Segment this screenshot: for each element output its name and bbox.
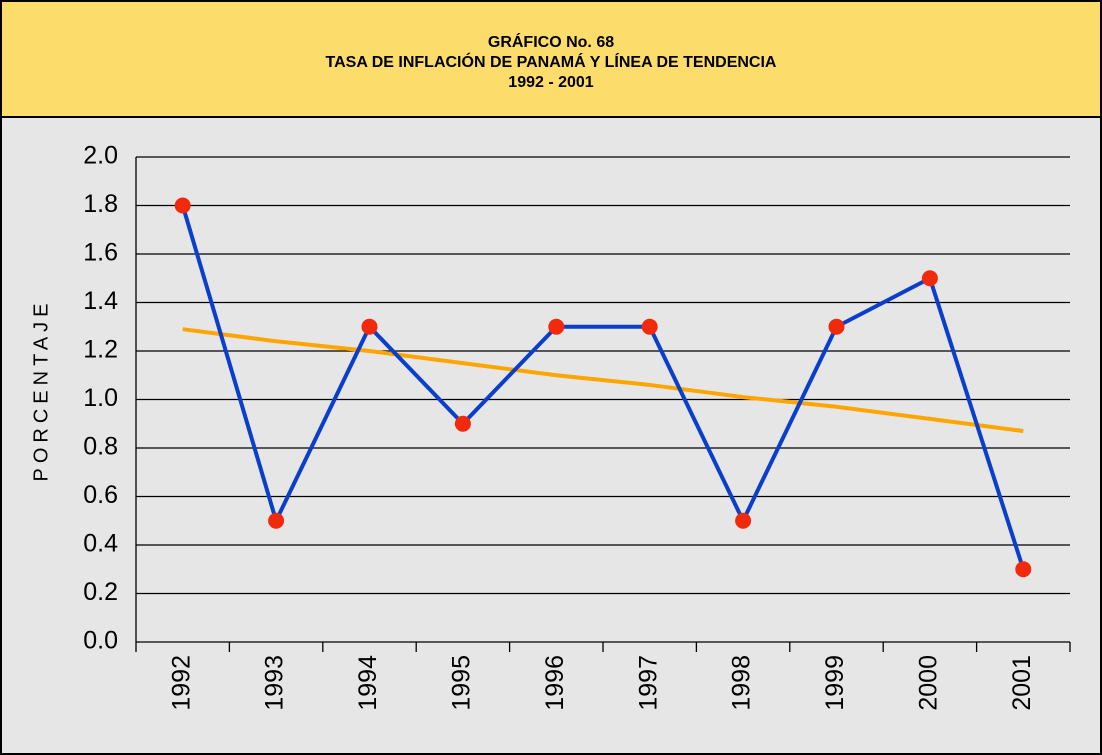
- x-tick-label: 1996: [541, 655, 569, 711]
- marker: [921, 270, 938, 287]
- trend-line: [182, 327, 1024, 434]
- y-tick-label: 0.4: [83, 530, 118, 558]
- marker: [828, 318, 845, 335]
- x-tick-label: 1992: [167, 655, 195, 711]
- y-axis-title: PORCENTAJE: [30, 299, 52, 482]
- marker: [548, 318, 565, 335]
- header: [0, 0, 1102, 118]
- chart-title: TASA DE INFLACIÓN DE PANAMÁ Y LÍNEA DE T…: [326, 52, 777, 71]
- y-tick-label: 1.8: [83, 190, 118, 218]
- y-tick-label: 1.6: [83, 239, 118, 267]
- x-tick-label: 1993: [261, 655, 289, 711]
- x-tick-label: 2001: [1008, 655, 1036, 711]
- y-tick-label: 2.0: [83, 142, 118, 170]
- y-tick-label: 0.2: [83, 578, 118, 606]
- chart-title: GRÁFICO No. 68: [488, 32, 614, 51]
- chart-title: 1992 - 2001: [508, 74, 594, 91]
- x-tick-label: 1994: [354, 655, 382, 711]
- x-tick-label: 1999: [821, 655, 849, 711]
- y-tick-label: 1.0: [83, 384, 118, 412]
- x-tick-label: 1997: [634, 655, 662, 711]
- marker: [361, 318, 378, 335]
- marker: [1015, 561, 1032, 578]
- x-tick-label: 1995: [448, 655, 476, 711]
- marker: [268, 512, 285, 529]
- y-tick-label: 0.8: [83, 433, 118, 461]
- marker: [174, 197, 191, 214]
- y-tick-label: 0.0: [83, 627, 118, 655]
- marker: [454, 415, 471, 432]
- y-tick-label: 0.6: [83, 481, 118, 509]
- marker: [641, 318, 658, 335]
- x-tick-label: 2000: [915, 655, 943, 711]
- y-tick-label: 1.4: [83, 287, 118, 315]
- marker: [735, 512, 752, 529]
- y-tick-label: 1.2: [83, 336, 118, 364]
- data-line: [180, 204, 1026, 570]
- x-tick-label: 1998: [728, 655, 756, 711]
